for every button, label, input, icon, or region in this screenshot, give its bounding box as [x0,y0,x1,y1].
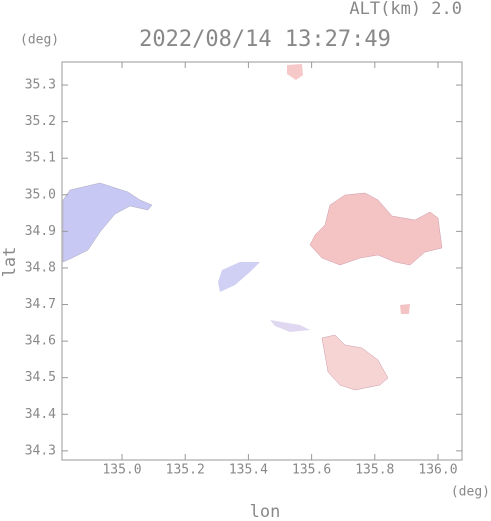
plot-frame [61,61,463,461]
y-tick-label: 34.8 [25,260,56,275]
y-label: lat [0,247,20,278]
y-unit: (deg) [20,33,59,48]
y-tick-label: 34.7 [25,297,56,312]
y-tick-label: 34.9 [25,224,56,239]
chart-title: 2022/08/14 13:27:49 [139,27,391,52]
echo-regions [62,64,443,391]
echo-blue [218,262,260,292]
x-tick-label: 135.4 [229,463,268,478]
y-tick-label: 35.2 [25,114,56,129]
x-tick-label: 136.0 [418,463,457,478]
x-tick-label: 135.6 [292,463,331,478]
y-tick-label: 34.3 [25,443,56,458]
y-tick-label: 35.0 [25,187,56,202]
x-label: lon [250,502,281,521]
echo-red [321,334,389,391]
x-tick-label: 135.2 [166,463,205,478]
echo-red [287,64,303,80]
y-tick-label: 34.4 [25,407,56,422]
y-tick-label: 34.5 [25,370,56,385]
echo-red [400,304,410,314]
altitude: ALT(km) 2.0 [349,0,462,19]
echo-red [309,192,443,266]
x-tick-label: 135.0 [102,463,141,478]
y-tick-label: 35.3 [25,78,56,93]
x-tick-label: 135.8 [355,463,394,478]
y-tick-label: 35.1 [25,151,56,166]
x-unit: (deg) [451,485,490,500]
echo-blue [62,182,153,263]
y-tick-label: 34.6 [25,334,56,349]
echo-mixed [270,320,310,332]
